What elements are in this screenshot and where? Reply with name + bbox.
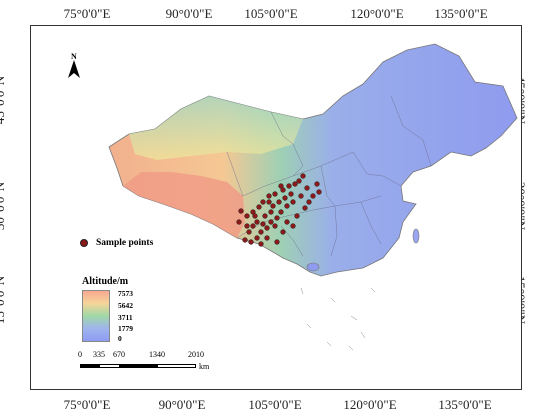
sample-point [302,205,308,211]
lat-label-left-30: 30°0'0"N [0,181,8,231]
scale-tick-4: 2010 [188,350,204,359]
lon-label-bottom-90: 90°0'0"E [158,397,206,412]
lon-label-bottom-105: 105°0'0"E [248,397,302,412]
map-svg [108,43,518,351]
sample-point [238,208,244,214]
altitude-legend-title: Altitude/m [82,276,129,287]
sample-point [284,219,290,225]
sample-point [278,209,284,215]
lon-label-top-120: 120°0'0"E [350,6,404,21]
north-arrow-label: N [71,52,77,61]
lon-label-bottom-120: 120°0'0"E [343,397,397,412]
sample-point [268,209,274,215]
sample-point [274,239,280,245]
north-arrow-icon [68,60,80,78]
sample-point [250,223,256,229]
sample-point [264,225,270,231]
sample-point [282,195,288,201]
territory-mainland [108,43,518,277]
scale-unit: km [199,362,210,371]
scale-bar [80,364,196,368]
sample-point [258,229,264,235]
sample-point [258,241,264,247]
lon-label-bottom-75: 75°0'0"E [63,397,111,412]
altitude-value-3: 3711 [118,313,133,322]
sample-point [254,235,260,241]
south-sea-islands [300,287,376,351]
sample-point [296,178,302,184]
altitude-value-4: 1779 [118,324,133,333]
sample-point [310,193,316,199]
sample-point [248,239,254,245]
territory-plateau [123,172,245,238]
lat-label-left-15: 15°0'0"N [0,275,8,325]
sample-point-icon [80,238,88,247]
lon-label-top-135: 135°0'0"E [434,6,488,21]
sample-point [236,219,242,225]
legend-sample-points-label: Sample points [96,238,154,248]
lon-label-top-90: 90°0'0"E [165,6,213,21]
sample-point [242,237,248,243]
sample-point [300,173,306,179]
altitude-value-2: 5642 [118,301,133,310]
lon-label-top-105: 105°0'0"E [244,6,298,21]
legend-sample-points: Sample points [80,238,153,248]
sample-point [284,203,290,209]
sample-point [292,181,298,187]
sample-point [266,193,272,199]
sample-point [272,191,278,197]
scale-segment [81,365,100,367]
sample-point [256,204,262,210]
sample-point [260,221,266,227]
sample-point [298,193,304,199]
sample-point [316,189,322,195]
hainan-island [306,262,320,272]
altitude-value-max: 7573 [118,289,133,298]
scale-tick-0: 0 [78,350,82,359]
map-frame [30,25,522,390]
province-borders [226,95,432,257]
lon-label-top-75: 75°0'0"E [63,6,111,21]
lon-label-bottom-135: 135°0'0"E [438,397,492,412]
sample-point [266,199,272,205]
altitude-color-ramp [82,290,110,342]
sample-point [260,199,266,205]
sample-point [264,235,270,241]
scale-segment [119,365,158,367]
sample-point [270,203,276,209]
sample-point [274,215,280,221]
sample-point [286,183,292,189]
sample-point [306,199,312,205]
scale-tick-3: 1340 [149,350,165,359]
sample-point [268,219,274,225]
sample-point [252,213,258,219]
altitude-value-min: 0 [118,334,122,343]
scale-tick-1: 335 [93,350,105,359]
sample-point [314,181,320,187]
sample-point [254,219,260,225]
sample-point [288,191,294,197]
sample-point [244,213,250,219]
scale-tick-2: 670 [113,350,125,359]
sample-point [278,183,284,189]
sample-point [272,223,278,229]
territory-north-belt [129,96,303,160]
sample-point [244,223,250,229]
sample-point [276,199,282,205]
sample-point [280,229,286,235]
lat-label-left-45: 45°0'0"N [0,75,8,125]
taiwan-island [412,228,420,244]
sample-point [304,185,310,191]
sample-point [262,213,268,219]
sample-point [246,229,252,235]
sample-point [290,199,296,205]
sample-point [294,213,300,219]
sample-points [236,173,322,247]
sample-point [290,223,296,229]
